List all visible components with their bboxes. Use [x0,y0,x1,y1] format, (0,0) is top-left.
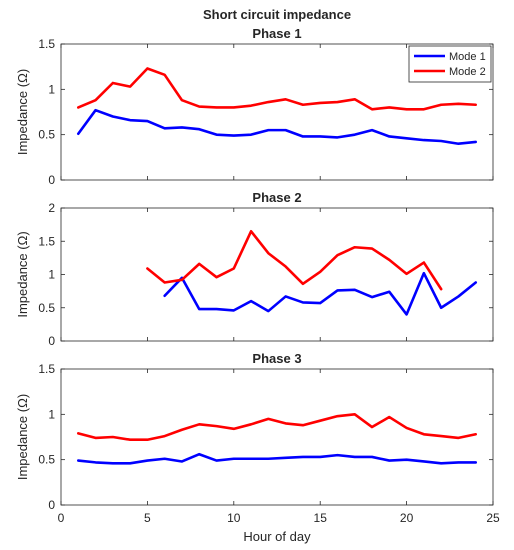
legend-box [408,45,492,83]
x-tick-label: 25 [486,511,500,525]
y-tick-label: 0.5 [38,301,55,315]
series-line-mode-2 [76,67,478,111]
y-axis-label: Impedance (Ω) [15,69,30,155]
series-line-mode-1 [76,108,478,146]
series-line-mode-2 [76,413,478,442]
series-line-mode-1 [163,271,478,316]
panel-3: 0 5 10 15 20 25 0 0.5 1 1.5 Phase 3 Impedance (Ω) Ho… [15,351,500,544]
panel-title: Phase 1 [252,26,301,41]
x-axis-label: Hour of day [243,529,311,544]
x-tick-label: 20 [400,511,414,525]
panel-title: Phase 3 [252,351,301,366]
y-tick-label: 1 [48,268,55,282]
y-tick-label: 1.5 [38,234,55,248]
y-tick-label: 1 [48,407,55,421]
y-tick-label: 0 [48,173,55,187]
axes-box [60,368,494,506]
y-axis-label: Impedance (Ω) [15,231,30,317]
y-tick-label: 1 [48,82,55,96]
axes-box [60,43,494,181]
series-line-mode-1 [76,452,478,465]
y-tick-label: 1.5 [38,37,55,51]
series-line-mode-2 [146,229,443,291]
panel-2: 0 0.5 1 1.5 2 Phase 2 Impedance (Ω) [15,190,494,348]
y-tick-label: 0 [48,334,55,348]
legend-label: Mode 2 [449,66,486,78]
y-tick-label: 0.5 [38,453,55,467]
panel-title: Phase 2 [252,190,301,205]
panel-1: 0 0.5 1 1.5 Phase 1 Impedance (Ω) Mode 1 Mode 2 [15,26,494,187]
y-tick-label: 1.5 [38,362,55,376]
x-tick-label: 15 [314,511,328,525]
legend-label: Mode 1 [449,51,486,63]
legend: Mode 1 Mode 2 [408,45,492,83]
panels: 0 0.5 1 1.5 Phase 1 Impedance (Ω) Mode 1 Mode 2… [15,26,500,544]
y-tick-label: 2 [48,201,55,215]
plot-area [61,369,493,505]
y-tick-label: 0.5 [38,128,55,142]
plot-area [61,208,493,341]
x-tick-label: 5 [144,511,151,525]
x-tick-label: 0 [58,511,65,525]
figure-title: Short circuit impedance [203,7,351,22]
x-tick-label: 10 [227,511,241,525]
y-axis-label: Impedance (Ω) [15,394,30,480]
y-tick-label: 0 [48,498,55,512]
